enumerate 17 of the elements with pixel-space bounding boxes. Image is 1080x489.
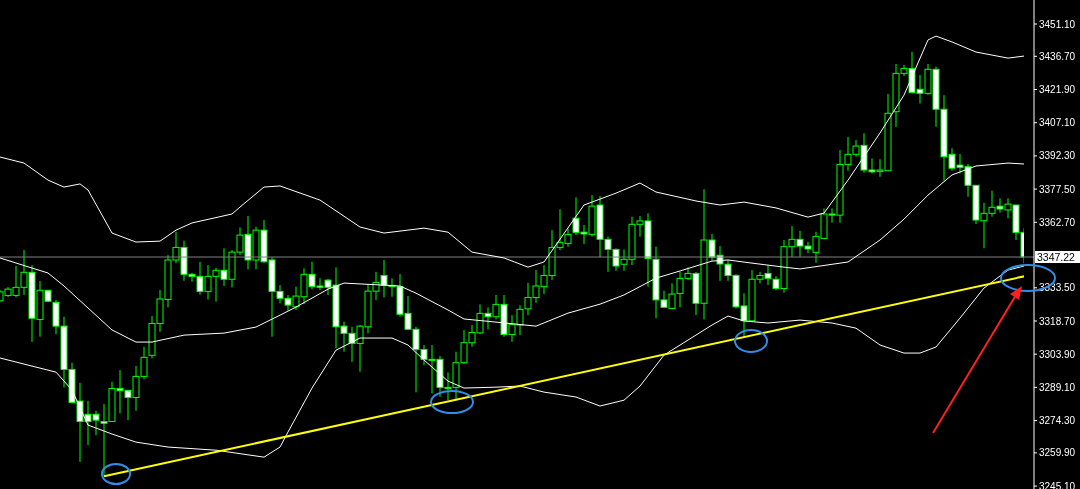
y-tick-label: 3274.30 <box>1039 415 1076 427</box>
y-tick-label: 3407.10 <box>1039 117 1076 129</box>
y-tick-label: 3245.10 <box>1039 480 1076 489</box>
line-series <box>0 265 1024 458</box>
y-tick-label: 3289.10 <box>1039 381 1076 393</box>
y-tick-label: 3318.70 <box>1039 315 1076 327</box>
y-tick-label: 3436.70 <box>1039 50 1076 62</box>
y-tick-label: 3421.90 <box>1039 84 1076 96</box>
y-tick-label: 3362.70 <box>1039 216 1076 228</box>
line-series <box>0 162 1024 343</box>
y-tick-label: 3451.10 <box>1039 18 1076 30</box>
ref-line-label: 3347.22 <box>1037 251 1076 264</box>
y-tick-label: 3259.90 <box>1039 447 1076 459</box>
line-series <box>0 35 1024 268</box>
y-tick-label: 3392.30 <box>1039 150 1076 162</box>
y-tick-label: 3377.50 <box>1039 183 1076 195</box>
y-tick-label: 3303.90 <box>1039 348 1076 360</box>
